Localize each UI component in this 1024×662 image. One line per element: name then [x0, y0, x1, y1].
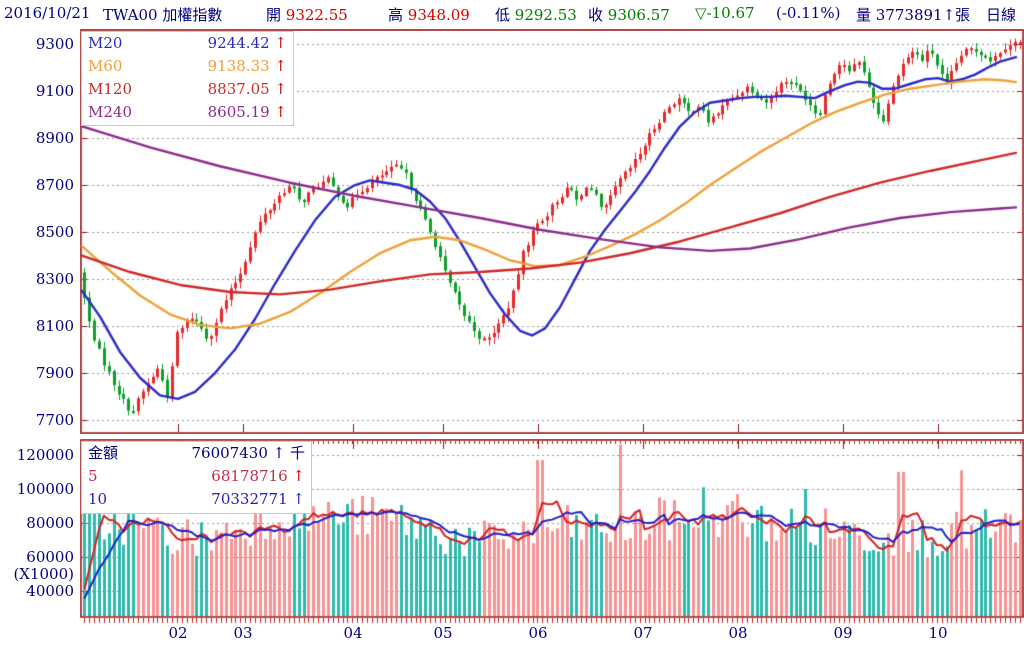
ma-legend-row-m120: M120 8837.05 ↑: [82, 78, 293, 101]
volume-axis-label: 60000: [26, 547, 74, 566]
ma-legend-row-m20: M20 9244.42 ↑: [82, 32, 293, 55]
ma-name: M120: [88, 80, 132, 98]
volume-field: 量 3773891↑張: [856, 6, 971, 24]
quote-header: 2016/10/21 TWA00 加權指數 開 9322.55 高 9348.0…: [0, 0, 1024, 28]
open-field: 開 9322.55: [266, 4, 348, 25]
month-label-02: 02: [168, 624, 188, 642]
volume-series-value: 76007430 ↑ 千: [191, 444, 305, 462]
volume-axis-label: 100000: [16, 479, 74, 498]
ma-value: 8605.19 ↑: [207, 103, 287, 121]
symbol-name: TWA00 加權指數: [103, 6, 223, 24]
price-axis-label: 8900: [35, 129, 74, 148]
month-label-03: 03: [233, 624, 253, 642]
unit-suffix: 千: [285, 444, 305, 462]
up-arrow-icon: ↑: [292, 490, 305, 508]
volume-series-name: 10: [88, 490, 108, 508]
month-label-10: 10: [928, 624, 948, 642]
ma-name: M20: [88, 34, 123, 52]
volume-legend-box: 金額 76007430 ↑ 千 5 68178716 ↑ 10 70332771 ↑: [81, 441, 312, 514]
period-label: 日線: [986, 6, 1017, 24]
up-arrow-icon: ↑: [274, 57, 287, 75]
month-label-06: 06: [528, 624, 548, 642]
volume-unit-label: (X1000): [13, 564, 74, 583]
volume-axis-label: 120000: [16, 445, 74, 464]
ma-legend-box: M20 9244.42 ↑ M60 9138.33 ↑ M120 8837.05 ↑ M24…: [81, 31, 294, 126]
change-pct: (-0.11%): [776, 4, 841, 22]
price-axis-label: 9300: [35, 35, 74, 54]
low-value: 9292.53: [514, 6, 577, 24]
price-axis-label: 8100: [35, 317, 74, 336]
volume-legend-row-2: 10 70332771 ↑: [82, 488, 311, 511]
close-value: 9306.57: [607, 6, 670, 24]
volume-series-name: 金額: [88, 444, 119, 462]
up-arrow-icon: ↑: [274, 34, 287, 52]
price-axis-label: 8700: [35, 176, 74, 195]
ma-value: 9244.42 ↑: [207, 34, 287, 52]
close-field: 收 9306.57: [588, 4, 670, 25]
price-axis-label: 9100: [35, 82, 74, 101]
ma-value: 9138.33 ↑: [207, 57, 287, 75]
volume-series-name: 5: [88, 467, 98, 485]
month-label-07: 07: [633, 624, 653, 642]
up-arrow-icon: ↑: [274, 80, 287, 98]
low-field: 低 9292.53: [495, 4, 577, 25]
price-axis-label: 7900: [35, 364, 74, 383]
volume-axis-label: 80000: [26, 513, 74, 532]
ma-name: M240: [88, 103, 132, 121]
up-arrow-icon: ↑: [274, 103, 287, 121]
ma-legend-row-m240: M240 8605.19 ↑: [82, 101, 293, 124]
close-label: 收: [588, 6, 604, 24]
volume-axis-label: 40000: [26, 581, 74, 600]
ma-value: 8837.05 ↑: [207, 80, 287, 98]
price-axis-label: 8300: [35, 270, 74, 289]
up-arrow-icon: ↑: [272, 444, 286, 462]
up-arrow-icon: ↑: [292, 467, 305, 485]
volume-series-value: 70332771 ↑: [211, 490, 305, 508]
high-field: 高 9348.09: [388, 4, 470, 25]
ma-name: M60: [88, 57, 123, 75]
quote-date: 2016/10/21: [4, 4, 91, 22]
ma-legend-row-m60: M60 9138.33 ↑: [82, 55, 293, 78]
volume-series-value: 68178716 ↑: [211, 467, 305, 485]
change-value: ▽-10.67: [695, 4, 755, 22]
month-label-08: 08: [728, 624, 748, 642]
open-label: 開: [266, 6, 282, 24]
open-value: 9322.55: [285, 6, 348, 24]
price-axis-label: 8500: [35, 223, 74, 242]
price-axis-label: 7700: [35, 411, 74, 430]
high-value: 9348.09: [407, 6, 470, 24]
month-label-05: 05: [433, 624, 453, 642]
volume-legend-row-0: 金額 76007430 ↑ 千: [82, 442, 311, 465]
month-label-04: 04: [343, 624, 363, 642]
high-label: 高: [388, 6, 404, 24]
month-label-09: 09: [833, 624, 853, 642]
low-label: 低: [495, 6, 511, 24]
volume-legend-row-1: 5 68178716 ↑: [82, 465, 311, 488]
